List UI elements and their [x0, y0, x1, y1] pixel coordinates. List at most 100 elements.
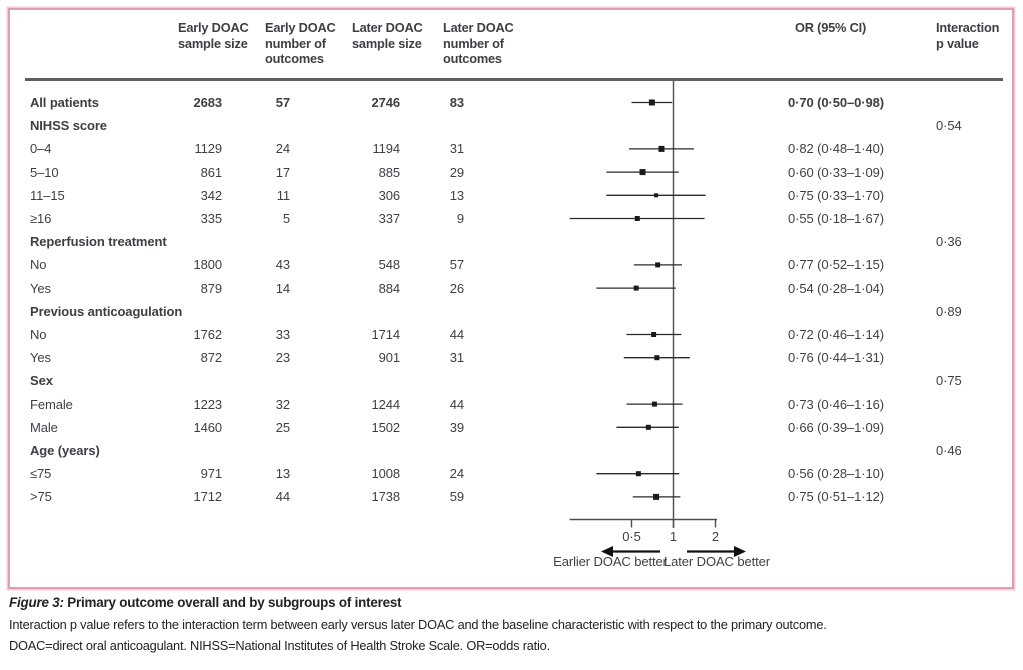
cell-early-outcomes: 25 — [275, 419, 290, 435]
cell-later-n: 306 — [378, 187, 400, 203]
cell-early-n: 1223 — [193, 396, 222, 412]
cell-early-n: 335 — [200, 210, 222, 226]
cell-p: 0·75 — [936, 373, 962, 389]
cell-label: 5–10 — [30, 164, 59, 180]
cell-label: >75 — [30, 489, 52, 505]
table-row: 0–4 1129 24 1194 31 0·82 (0·48–1·40) — [0, 137, 1023, 160]
cell-p: 0·54 — [936, 118, 962, 134]
cell-early-n: 861 — [200, 164, 222, 180]
cell-later-outcomes: 83 — [449, 94, 464, 110]
table-row: No 1762 33 1714 44 0·72 (0·46–1·14) — [0, 323, 1023, 346]
cell-early-outcomes: 14 — [275, 280, 290, 296]
cell-later-outcomes: 24 — [449, 466, 464, 482]
cell-later-n: 1714 — [371, 326, 400, 342]
cell-later-n: 337 — [378, 210, 400, 226]
cell-later-outcomes: 59 — [449, 489, 464, 505]
cell-later-n: 1008 — [371, 466, 400, 482]
cell-later-outcomes: 39 — [449, 419, 464, 435]
cell-later-n: 2746 — [371, 94, 400, 110]
cell-or-text: 0·66 (0·39–1·09) — [788, 419, 884, 435]
table-group-row: Previous anticoagulation 0·89 — [0, 300, 1023, 323]
figure-caption-note-2: DOAC=direct oral anticoagulant. NIHSS=Na… — [9, 638, 550, 653]
cell-or-text: 0·75 (0·51–1·12) — [788, 489, 884, 505]
table-row: 5–10 861 17 885 29 0·60 (0·33–1·09) — [0, 161, 1023, 184]
table-group-row: Sex 0·75 — [0, 369, 1023, 392]
cell-label: 0–4 — [30, 141, 52, 157]
cell-p: 0·36 — [936, 234, 962, 250]
cell-later-outcomes: 31 — [449, 350, 464, 366]
table-row: Yes 879 14 884 26 0·54 (0·28–1·04) — [0, 277, 1023, 300]
cell-p: 0·89 — [936, 303, 962, 319]
table-row: Male 1460 25 1502 39 0·66 (0·39–1·09) — [0, 416, 1023, 439]
cell-early-n: 1129 — [194, 141, 222, 157]
figure-3-panel — [8, 8, 1014, 589]
column-header-or-95-ci: OR (95% CI) — [795, 20, 867, 35]
cell-early-n: 342 — [200, 187, 222, 203]
cell-later-outcomes: 44 — [449, 326, 464, 342]
header-rule — [25, 78, 1003, 81]
table-row: All patients 2683 57 2746 83 0·70 (0·50–0·98) — [0, 91, 1023, 114]
cell-early-n: 1800 — [193, 257, 222, 273]
figure-caption-heading: Figure 3: Primary outcome overall and by… — [9, 595, 1015, 610]
cell-label: No — [30, 257, 47, 273]
cell-early-n: 1712 — [193, 489, 222, 505]
cell-early-outcomes: 32 — [275, 396, 290, 412]
cell-early-outcomes: 23 — [275, 350, 290, 366]
cell-later-n: 901 — [378, 350, 400, 366]
cell-label: 11–15 — [30, 187, 65, 203]
cell-later-n: 885 — [378, 164, 400, 180]
cell-early-n: 2683 — [193, 94, 222, 110]
cell-label: No — [30, 326, 47, 342]
cell-label: ≥16 — [30, 210, 52, 226]
cell-label: Yes — [30, 350, 51, 366]
cell-later-outcomes: 31 — [449, 141, 464, 157]
cell-later-n: 548 — [378, 257, 400, 273]
cell-later-outcomes: 13 — [449, 187, 464, 203]
cell-early-outcomes: 24 — [275, 141, 290, 157]
cell-early-n: 872 — [200, 350, 222, 366]
cell-early-n: 1460 — [193, 419, 222, 435]
cell-later-n: 1502 — [371, 419, 400, 435]
table-row: No 1800 43 548 57 0·77 (0·52–1·15) — [0, 253, 1023, 276]
table-row: Female 1223 32 1244 44 0·73 (0·46–1·16) — [0, 393, 1023, 416]
figure-caption-note-1: Interaction p value refers to the intera… — [9, 617, 827, 632]
cell-label: ≤75 — [30, 466, 52, 482]
cell-or-text: 0·75 (0·33–1·70) — [788, 187, 884, 203]
cell-or-text: 0·55 (0·18–1·67) — [788, 210, 884, 226]
cell-later-n: 1194 — [372, 141, 400, 157]
cell-later-outcomes: 57 — [449, 257, 464, 273]
column-header-later-doac-sample-size: Later DOAC sample size — [352, 20, 423, 51]
cell-or-text: 0·82 (0·48–1·40) — [788, 141, 884, 157]
table-row: 11–15 342 11 306 13 0·75 (0·33–1·70) — [0, 184, 1023, 207]
column-header-interaction-p-value: Interaction p value — [936, 20, 1000, 51]
cell-or-text: 0·72 (0·46–1·14) — [788, 326, 884, 342]
cell-or-text: 0·56 (0·28–1·10) — [788, 466, 884, 482]
cell-label: Reperfusion treatment — [30, 234, 167, 250]
cell-early-outcomes: 17 — [275, 164, 290, 180]
cell-early-outcomes: 5 — [282, 210, 290, 226]
cell-early-outcomes: 57 — [275, 94, 290, 110]
cell-early-outcomes: 44 — [275, 489, 290, 505]
table-group-row: NIHSS score 0·54 — [0, 114, 1023, 137]
cell-or-text: 0·60 (0·33–1·09) — [788, 164, 884, 180]
cell-later-outcomes: 44 — [449, 396, 464, 412]
cell-later-n: 1738 — [371, 489, 400, 505]
figure-caption-title: Primary outcome overall and by subgroups… — [67, 595, 402, 610]
cell-later-outcomes: 9 — [456, 210, 464, 226]
column-header-later-doac-number-outcomes: Later DOAC number of outcomes — [443, 20, 514, 66]
cell-label: NIHSS score — [30, 118, 107, 134]
cell-later-n: 884 — [378, 280, 400, 296]
cell-early-outcomes: 13 — [275, 466, 290, 482]
cell-label: All patients — [30, 94, 99, 110]
table-group-row: Reperfusion treatment 0·36 — [0, 230, 1023, 253]
cell-or-text: 0·70 (0·50–0·98) — [788, 94, 884, 110]
figure-caption-label: Figure 3: — [9, 595, 64, 610]
column-header-early-doac-number-outcomes: Early DOAC number of outcomes — [265, 20, 336, 66]
cell-label: Male — [30, 419, 58, 435]
cell-label: Yes — [30, 280, 51, 296]
cell-label: Previous anticoagulation — [30, 303, 183, 319]
table-row: ≥16 335 5 337 9 0·55 (0·18–1·67) — [0, 207, 1023, 230]
cell-or-text: 0·77 (0·52–1·15) — [788, 257, 884, 273]
cell-early-outcomes: 43 — [275, 257, 290, 273]
